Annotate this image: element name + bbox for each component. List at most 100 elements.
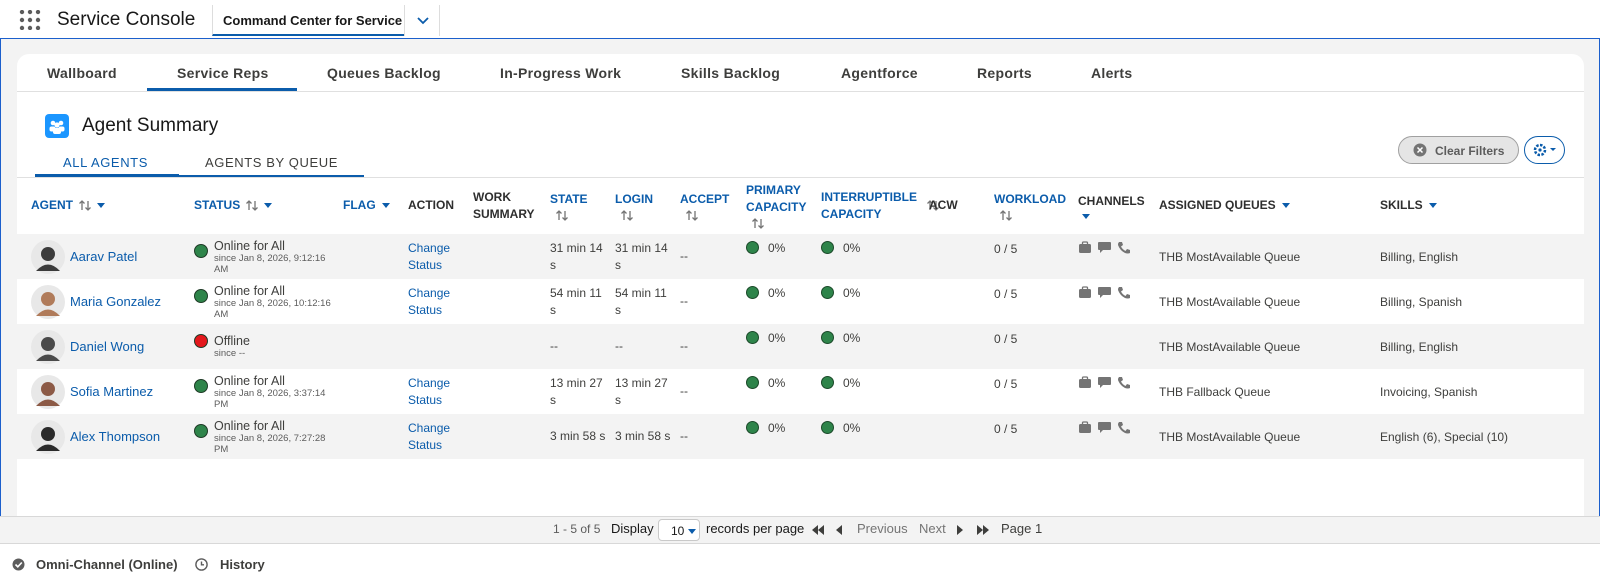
display-label: Display (611, 521, 654, 536)
login: 13 min 27 s (615, 375, 668, 407)
column-header-box: PRIMARY CAPACITY (746, 182, 816, 229)
skills-cell: Invoicing, Spanish (1380, 369, 1477, 414)
next[interactable]: Next (919, 521, 946, 536)
change-status[interactable]: Change Status (408, 420, 451, 452)
agent-name[interactable]: Maria Gonzalez (70, 294, 162, 309)
column-header-line: ASSIGNED QUEUES (1159, 197, 1290, 214)
agent-cell: Aarav Patel (31, 234, 137, 279)
column-header[interactable]: STATUS (194, 178, 273, 233)
column-header[interactable]: ACTION (408, 178, 454, 233)
capacity-dot (821, 241, 834, 254)
column-header[interactable]: STATE (550, 178, 588, 233)
column-header[interactable]: WORK SUMMARY (473, 178, 539, 233)
interruptible_capacity: 0% (843, 421, 861, 435)
skills-cell: Billing, English (1380, 324, 1458, 369)
state-cell: -- (550, 324, 606, 369)
nav-tab[interactable]: Service Reps (177, 65, 269, 81)
queues-cell: THB Fallback Queue (1159, 369, 1270, 414)
state: 13 min 27 s (550, 375, 603, 407)
column-header[interactable]: FLAG (343, 178, 390, 233)
nav-tab[interactable]: Alerts (1091, 65, 1133, 81)
primary_capacity-cell: 0% (746, 234, 785, 279)
assigned-queues: THB MostAvailable Queue (1159, 429, 1301, 444)
nav-tab[interactable]: Skills Backlog (681, 65, 781, 81)
column-title: STATE (550, 191, 588, 206)
agent-name[interactable]: Alex Thompson (70, 429, 161, 444)
login: 3 min 58 s (615, 429, 671, 443)
column-header[interactable]: PRIMARY CAPACITY (746, 178, 816, 233)
history[interactable]: History (220, 557, 265, 572)
skills-cell: English (6), Special (10) (1380, 414, 1508, 459)
interruptible_capacity: 0% (843, 331, 861, 345)
skills: Billing, English (1380, 249, 1459, 264)
agent-name[interactable]: Daniel Wong (70, 339, 145, 354)
channels-cell (1078, 414, 1138, 459)
column-header[interactable]: ACW (929, 178, 958, 233)
workload: 0 / 5 (994, 287, 1018, 301)
tab-menu[interactable] (404, 5, 440, 36)
column-title: ACTION (408, 198, 454, 212)
agent-name[interactable]: Aarav Patel (70, 249, 138, 264)
filter-caret (1281, 203, 1290, 208)
status-since: since Jan 8, 2026, 7:27:28 PM (214, 432, 326, 455)
active-tab-underline (147, 88, 297, 91)
settings-button[interactable] (1524, 136, 1565, 164)
console-tab[interactable]: Command Center for Service (212, 5, 404, 36)
status-dot (194, 334, 208, 348)
column-header-box: WORKLOAD (994, 191, 1066, 221)
divider (17, 91, 1584, 92)
first-prev-icons[interactable] (811, 523, 847, 537)
nav-tab[interactable]: Reports (977, 65, 1032, 81)
subtab[interactable]: AGENTS BY QUEUE (205, 155, 339, 170)
column-header[interactable]: CHANNELS (1078, 178, 1145, 233)
capacity-dot (821, 376, 834, 389)
column-title: ASSIGNED QUEUES (1159, 198, 1276, 212)
column-header[interactable]: ASSIGNED QUEUES (1159, 178, 1290, 233)
column-header[interactable]: SKILLS (1380, 178, 1437, 233)
state-cell: 3 min 58 s (550, 414, 606, 459)
agent-name[interactable]: Sofia Martinez (70, 384, 154, 399)
table-row: Maria Gonzalez Online for All since Jan 8,… (17, 279, 1584, 324)
omni-icon (12, 558, 25, 571)
status-text: Online for All since Jan 8, 2026, 7:27:28… (214, 419, 339, 455)
nav-tab[interactable]: Wallboard (47, 65, 117, 81)
select-caret (688, 529, 697, 535)
primary_capacity: 0% (768, 331, 786, 345)
queues-cell: THB MostAvailable Queue (1159, 324, 1300, 369)
sort-icon (927, 200, 939, 211)
change-status[interactable]: Change Status (408, 285, 451, 317)
nav-tab[interactable]: Queues Backlog (327, 65, 441, 81)
next-last-icons[interactable] (955, 523, 991, 537)
channels-cell (1078, 279, 1138, 324)
top-bar: Service Console Command Center for Servi… (0, 0, 1600, 39)
interruptible_capacity-cell: 0% (821, 279, 860, 324)
workload-cell: 0 / 5 (994, 279, 1017, 324)
status: Offline (214, 334, 250, 348)
app-launcher[interactable] (19, 10, 41, 30)
subtab[interactable]: ALL AGENTS (63, 155, 148, 170)
accept: -- (680, 384, 688, 398)
nav-tab[interactable]: In-Progress Work (500, 65, 622, 81)
column-header[interactable]: INTERRUPTIBLE CAPACITY (821, 178, 939, 233)
column-header[interactable]: WORKLOAD (994, 178, 1066, 233)
page-size-select[interactable]: 10 (658, 519, 700, 541)
column-header-line: SKILLS (1380, 197, 1437, 214)
column-header-line: WORK SUMMARY (473, 189, 539, 223)
column-header[interactable]: LOGIN (615, 178, 653, 233)
change-status[interactable]: Change Status (408, 240, 451, 272)
state: 3 min 58 s (550, 429, 606, 443)
workload-cell: 0 / 5 (994, 324, 1017, 369)
login-cell: 31 min 14 s (615, 234, 671, 279)
sort-icon (1000, 209, 1012, 221)
column-title: AGENT (31, 198, 73, 212)
previous[interactable]: Previous (857, 521, 908, 536)
change-status[interactable]: Change Status (408, 375, 451, 407)
omni-channel[interactable]: Omni-Channel (Online) (36, 557, 178, 572)
column-title: FLAG (343, 198, 376, 212)
column-header[interactable]: ACCEPT (680, 178, 729, 233)
record-range: 1 - 5 of 5 (553, 522, 601, 536)
nav-tab[interactable]: Agentforce (841, 65, 918, 81)
assigned-queues: THB Fallback Queue (1159, 384, 1271, 399)
column-header[interactable]: AGENT (31, 178, 105, 233)
